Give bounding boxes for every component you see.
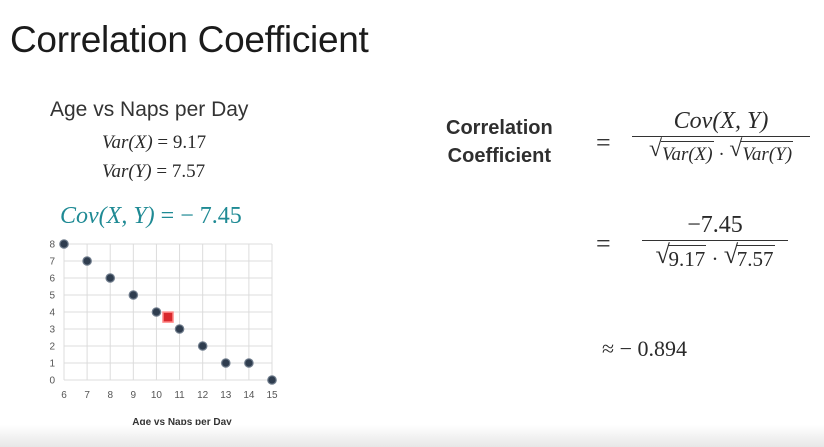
x-tick-label: 15 <box>266 390 278 401</box>
correlation-label-line2: Coefficient <box>447 145 552 167</box>
sqrt-7-57: √ 7.57 <box>723 240 775 272</box>
y-tick-label: 8 <box>49 240 55 251</box>
equals-sign-1: = <box>596 128 611 157</box>
x-tick-label: 7 <box>84 390 90 401</box>
x-tick-label: 14 <box>243 390 255 401</box>
x-tick-label: 13 <box>220 390 232 401</box>
slide-title: Correlation Coefficient <box>10 19 369 60</box>
y-tick-label: 4 <box>49 308 55 319</box>
data-point <box>105 273 116 283</box>
mean-point <box>162 311 174 323</box>
variance-x: Var(X) = 9.17 <box>102 132 206 154</box>
variance-y-lhs: Var(Y) <box>102 161 152 182</box>
data-point <box>267 375 277 385</box>
dataset-heading: Age vs Naps per Day <box>50 98 249 121</box>
numeric-fraction: −7.45 √ 9.17 · √ 7.57 <box>642 210 788 272</box>
y-tick-label: 1 <box>49 359 55 370</box>
fraction-bar <box>642 240 788 241</box>
y-tick-label: 7 <box>49 257 55 268</box>
formula-denominator: √ Var(X) · √ Var(Y) <box>632 136 810 168</box>
equals-sign-2: = <box>596 229 611 258</box>
variance-y-rhs: = 7.57 <box>156 161 206 182</box>
multiply-dot: · <box>718 144 725 165</box>
data-point <box>220 358 231 368</box>
data-point <box>197 341 208 351</box>
sqrt-icon: √ <box>655 240 670 269</box>
y-tick-label: 3 <box>49 325 55 336</box>
bottom-edge-shadow <box>0 425 824 447</box>
denominator-var-y: Var(Y) <box>741 141 794 168</box>
denominator-value-2: 7.57 <box>735 245 775 271</box>
data-point <box>174 324 185 334</box>
sqrt-icon: √ <box>729 136 743 162</box>
x-tick-label: 12 <box>197 390 209 401</box>
variance-x-rhs: = 9.17 <box>157 132 207 153</box>
x-tick-label: 10 <box>151 390 163 401</box>
multiply-dot: · <box>711 247 719 271</box>
data-point <box>244 358 254 368</box>
variance-x-lhs: Var(X) <box>102 132 153 153</box>
covariance: Cov(X, Y) = − 7.45 <box>60 203 242 230</box>
x-tick-label: 8 <box>107 390 113 401</box>
denominator-value-1: 9.17 <box>667 245 707 271</box>
sqrt-var-x: √ Var(X) <box>648 136 714 168</box>
y-tick-label: 0 <box>49 376 55 387</box>
x-tick-label: 9 <box>131 390 137 401</box>
x-tick-label: 11 <box>174 390 185 401</box>
denominator-var-x: Var(X) <box>660 141 714 168</box>
covariance-lhs: Cov(X, Y) <box>60 203 155 229</box>
approximate-result: ≈ − 0.894 <box>602 336 687 361</box>
fraction-bar <box>632 136 810 137</box>
x-tick-label: 6 <box>61 390 67 401</box>
x-axis-label: Age vs Naps per Day <box>132 417 232 428</box>
variance-y: Var(Y) = 7.57 <box>102 161 205 183</box>
numeric-numerator: −7.45 <box>687 212 743 238</box>
sqrt-icon: √ <box>648 136 662 162</box>
correlation-formula-fraction: Cov(X, Y) √ Var(X) · √ Var(Y) <box>632 106 810 168</box>
sqrt-9-17: √ 9.17 <box>655 240 707 272</box>
sqrt-icon: √ <box>723 240 739 269</box>
correlation-label-line1: Correlation <box>446 117 553 139</box>
covariance-rhs: = − 7.45 <box>160 203 242 229</box>
y-tick-label: 5 <box>49 291 55 302</box>
formula-numerator: Cov(X, Y) <box>673 108 769 134</box>
data-point <box>128 290 139 300</box>
data-point <box>59 239 69 249</box>
data-point <box>82 256 92 266</box>
data-point <box>151 307 162 317</box>
correlation-coefficient-label: Correlation Coefficient <box>446 114 553 170</box>
numeric-denominator: √ 9.17 · √ 7.57 <box>642 240 788 272</box>
y-tick-label: 2 <box>49 342 55 353</box>
y-tick-label: 6 <box>49 274 55 285</box>
sqrt-var-y: √ Var(Y) <box>729 136 794 168</box>
scatter-chart: 0 1 2 3 4 5 6 7 8 6 7 8 9 10 11 12 13 14 15 Age vs Naps per… <box>30 232 290 437</box>
